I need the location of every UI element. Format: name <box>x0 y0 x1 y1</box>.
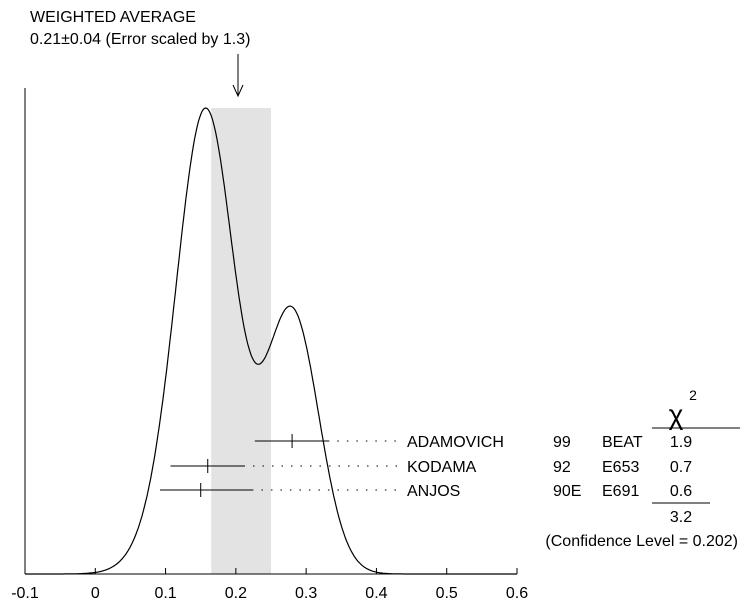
confidence-level: (Confidence Level = 0.202) <box>545 533 738 550</box>
x-tick-label: 0.2 <box>225 585 247 602</box>
chi2-total: 3.2 <box>670 509 692 526</box>
measurement-author: KODAMA <box>407 459 477 476</box>
x-tick-label: 0.3 <box>295 585 317 602</box>
x-tick-label: 0.1 <box>154 585 176 602</box>
x-tick-label: 0 <box>91 585 100 602</box>
average-arrow <box>232 54 244 98</box>
measurement-row: ADAMOVICH 99 BEAT 1.9 <box>254 434 692 451</box>
measurement-experiment: E691 <box>602 483 639 500</box>
measurement-chi2: 1.9 <box>670 434 692 451</box>
chart-title-line2: 0.21±0.04 (Error scaled by 1.3) <box>30 31 250 48</box>
measurement-experiment: BEAT <box>602 434 643 451</box>
measurement-year: 99 <box>553 434 571 451</box>
measurement-row: KODAMA 92 E653 0.7 <box>170 459 692 476</box>
measurement-author: ADAMOVICH <box>407 434 504 451</box>
measurement-author: ANJOS <box>407 483 460 500</box>
x-tick-label: 0.4 <box>365 585 387 602</box>
chi2-exponent: 2 <box>689 387 697 403</box>
x-tick-label: -0.1 <box>11 585 39 602</box>
x-tick-label: 0.6 <box>506 585 528 602</box>
measurement-year: 90E <box>553 483 581 500</box>
measurements: ADAMOVICH 99 BEAT 1.9 KODAMA 92 E653 0.7 ANJOS 90… <box>159 434 692 500</box>
measurement-row: ANJOS 90E E691 0.6 <box>159 483 692 500</box>
chart-title-line1: WEIGHTED AVERAGE <box>30 9 196 26</box>
measurement-year: 92 <box>553 459 571 476</box>
measurement-chi2: 0.6 <box>670 483 692 500</box>
average-error-band <box>211 108 271 574</box>
x-tick-label: 0.5 <box>436 585 458 602</box>
chi2-header: χ 2 <box>669 387 697 430</box>
chi2-symbol: χ <box>669 399 684 430</box>
x-axis-ticks: -0.1 0 0.1 0.2 0.3 0.4 0.5 0.6 <box>11 568 528 602</box>
measurement-experiment: E653 <box>602 459 639 476</box>
measurement-chi2: 0.7 <box>670 459 692 476</box>
